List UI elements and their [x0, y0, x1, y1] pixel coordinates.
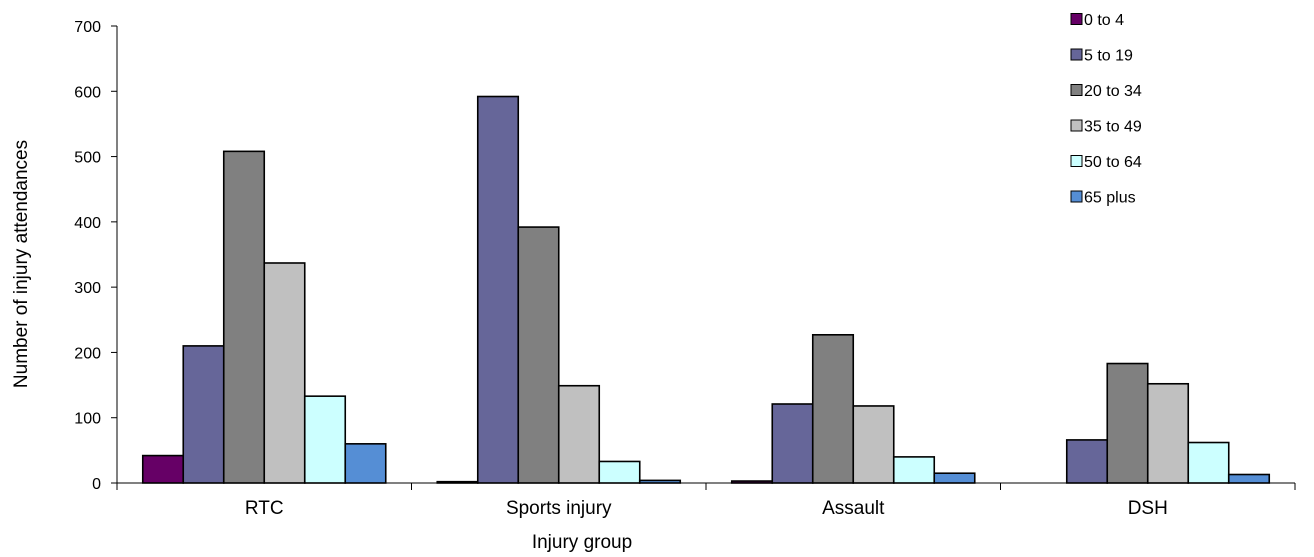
bar — [852, 405, 895, 484]
y-tick-label: 100 — [74, 411, 101, 428]
legend-label: 35 to 49 — [1084, 119, 1142, 136]
bar — [811, 333, 855, 484]
bar — [303, 395, 347, 484]
bar — [892, 456, 936, 484]
bar — [557, 384, 601, 484]
bar — [436, 480, 479, 484]
y-tick-label: 0 — [92, 476, 101, 493]
y-axis-title: Number of injury attendances — [11, 140, 32, 388]
legend-swatch — [1070, 190, 1083, 203]
y-tick-label: 600 — [74, 84, 101, 101]
x-category-label: DSH — [1128, 498, 1168, 519]
bar — [1146, 382, 1190, 484]
legend-swatch — [1070, 84, 1083, 96]
bar — [1106, 362, 1149, 484]
bar — [598, 460, 641, 484]
x-category-label: RTC — [245, 498, 284, 519]
bar — [476, 95, 520, 484]
legend-swatch — [1070, 155, 1083, 167]
bar — [517, 226, 560, 484]
y-tick-label: 700 — [74, 19, 101, 36]
bar — [263, 262, 306, 484]
legend-label: 20 to 34 — [1084, 83, 1142, 100]
legend: 0 to 4 5 to 19 20 to 34 35 to 49 50 to 64 65 … — [1070, 12, 1142, 207]
bar — [222, 150, 266, 484]
legend-label: 65 plus — [1084, 190, 1136, 207]
bar — [1065, 439, 1109, 484]
legend-label: 50 to 64 — [1084, 154, 1142, 171]
bars — [141, 95, 1271, 484]
bar — [182, 345, 225, 484]
x-category-label: Assault — [822, 498, 885, 519]
x-axis: RTC Sports injury Assault DSH — [116, 482, 1296, 519]
bar — [771, 403, 814, 484]
y-tick-label: 400 — [74, 215, 101, 232]
bar — [1227, 473, 1271, 484]
bar — [730, 480, 774, 484]
y-tick-label: 200 — [74, 345, 101, 362]
bar — [638, 479, 682, 484]
y-tick-label: 500 — [74, 150, 101, 167]
bar — [141, 454, 185, 484]
y-axis: 0 100 200 300 400 500 600 700 — [74, 19, 118, 493]
x-axis-title: Injury group — [532, 532, 632, 553]
legend-swatch — [1070, 13, 1083, 25]
bar — [1187, 441, 1230, 484]
x-category-label: Sports injury — [506, 498, 612, 519]
bar — [344, 443, 387, 484]
y-tick-label: 300 — [74, 280, 101, 297]
legend-label: 0 to 4 — [1084, 12, 1124, 29]
bar — [933, 472, 976, 484]
legend-label: 5 to 19 — [1084, 48, 1133, 65]
legend-swatch — [1070, 48, 1083, 61]
legend-swatch — [1070, 119, 1083, 132]
